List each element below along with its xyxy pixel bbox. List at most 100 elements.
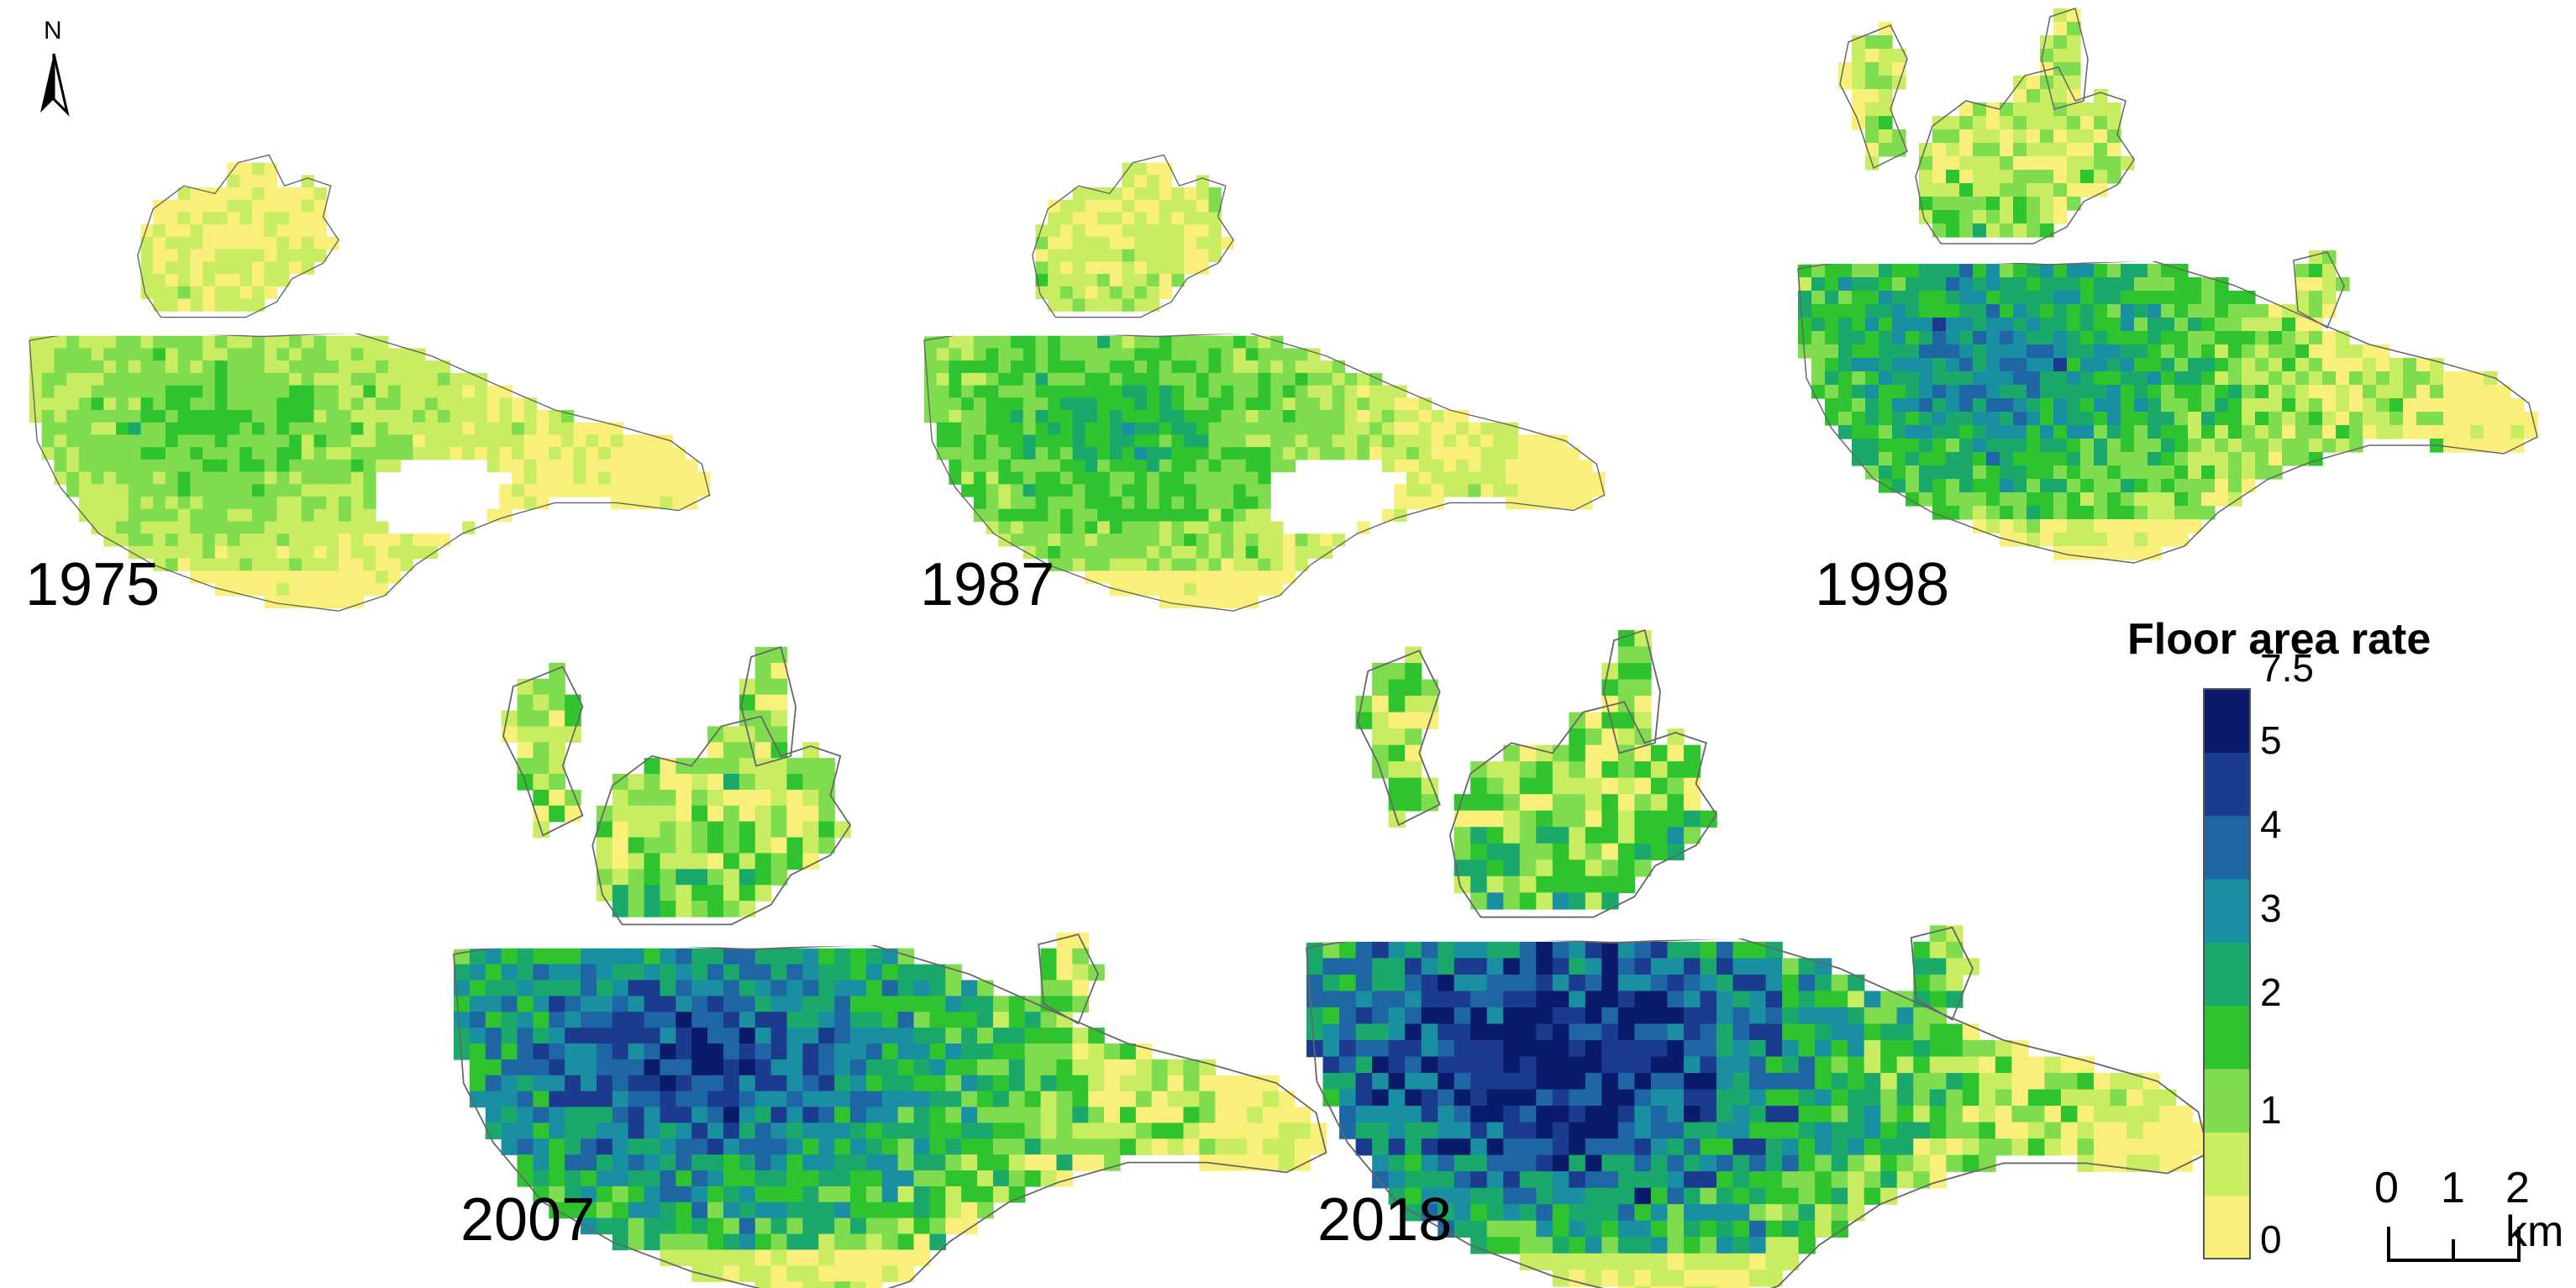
raster-cell (1438, 941, 1455, 959)
raster-cell (153, 249, 166, 262)
raster-cell (644, 1028, 661, 1044)
raster-cell (1552, 991, 1570, 1008)
raster-cell (1929, 1122, 1948, 1139)
raster-cell (949, 348, 962, 361)
raster-cell (2403, 358, 2417, 372)
raster-cell (1372, 712, 1390, 729)
raster-cell (66, 410, 80, 423)
raster-cell (834, 1281, 851, 1288)
raster-cell (227, 286, 240, 300)
raster-cell (1454, 1073, 1471, 1091)
raster-cell (1196, 360, 1210, 374)
raster-cell (1134, 397, 1148, 411)
raster-cell (512, 497, 525, 510)
raster-cell (1929, 1007, 1948, 1025)
raster-cell (1008, 1012, 1026, 1028)
raster-cell (1825, 304, 1839, 318)
raster-cell (2174, 264, 2189, 278)
raster-cell (2295, 358, 2310, 372)
raster-cell (2121, 465, 2135, 480)
raster-cell (1552, 1056, 1570, 1074)
raster-cell (2242, 398, 2256, 413)
raster-cell (1634, 1106, 1652, 1123)
raster-cell (1815, 1171, 1832, 1189)
raster-cell (998, 471, 1012, 485)
raster-cell (1221, 459, 1234, 473)
raster-cell (1683, 1106, 1701, 1123)
raster-cell (1493, 447, 1506, 460)
raster-cell (140, 385, 154, 398)
raster-cell (2336, 344, 2350, 359)
raster-cell (1056, 1122, 1074, 1139)
raster-cell (289, 521, 302, 534)
raster-cell (350, 372, 364, 386)
raster-cell (1332, 360, 1346, 374)
raster-cell (1307, 397, 1321, 411)
raster-cell (660, 1075, 677, 1092)
raster-cell (1634, 1270, 1652, 1287)
raster-cell (897, 1012, 915, 1028)
raster-cell (1171, 459, 1185, 473)
raster-cell (1519, 1220, 1538, 1238)
raster-cell (1357, 385, 1370, 398)
raster-cell (1306, 1023, 1324, 1041)
raster-cell (865, 1281, 883, 1288)
raster-cell (1443, 410, 1457, 423)
raster-cell (2336, 385, 2350, 399)
raster-cell (1617, 1285, 1636, 1288)
raster-cell (2188, 412, 2202, 426)
raster-cell (1104, 1044, 1121, 1060)
raster-cell (1519, 1056, 1538, 1074)
raster-cell (1405, 1171, 1422, 1189)
raster-cell (1569, 744, 1586, 762)
raster-cell (1372, 1106, 1390, 1123)
raster-cell (1585, 1270, 1603, 1287)
raster-cell (214, 558, 229, 571)
raster-cell (2148, 277, 2162, 292)
raster-cell (1552, 1187, 1570, 1205)
raster-cell (449, 385, 463, 398)
raster-cell (313, 484, 327, 497)
raster-cell (2067, 304, 2081, 318)
map-panel-1998 (1797, 8, 2538, 564)
raster-cell (1245, 385, 1259, 398)
raster-cell (1811, 264, 1826, 278)
raster-cell (2510, 425, 2525, 439)
raster-cell (1530, 459, 1543, 473)
raster-cell (1270, 385, 1284, 398)
raster-cell (1932, 425, 1947, 439)
raster-cell (350, 583, 364, 597)
raster-cell (1650, 777, 1669, 795)
raster-cell (499, 508, 513, 523)
raster-cell (1486, 1154, 1504, 1172)
raster-cell (1388, 1073, 1406, 1091)
raster-cell (289, 570, 302, 584)
raster-cell (2148, 546, 2162, 560)
raster-cell (610, 422, 624, 435)
raster-cell (676, 1185, 692, 1203)
raster-cell (1221, 521, 1234, 534)
raster-cell (1134, 583, 1148, 597)
raster-cell (78, 360, 92, 374)
raster-cell (929, 1091, 946, 1108)
raster-cell (2080, 492, 2095, 507)
raster-cell (1388, 777, 1406, 795)
raster-cell (153, 459, 166, 473)
raster-cell (301, 397, 315, 411)
raster-cell (1278, 1107, 1296, 1124)
raster-cell (301, 545, 315, 560)
raster-cell (1059, 274, 1074, 287)
raster-cell (2013, 197, 2027, 211)
raster-cell (66, 372, 80, 386)
raster-cell (1962, 1138, 1980, 1156)
raster-cell (1104, 1059, 1121, 1076)
raster-cell (1320, 372, 1333, 386)
raster-cell (1405, 663, 1422, 681)
raster-cell (533, 678, 549, 696)
raster-cell (1906, 412, 1920, 426)
raster-cell (1122, 484, 1135, 497)
raster-cell (41, 372, 55, 386)
raster-cell (2053, 533, 2068, 547)
river-line (1306, 902, 1862, 944)
raster-cell (103, 360, 117, 374)
